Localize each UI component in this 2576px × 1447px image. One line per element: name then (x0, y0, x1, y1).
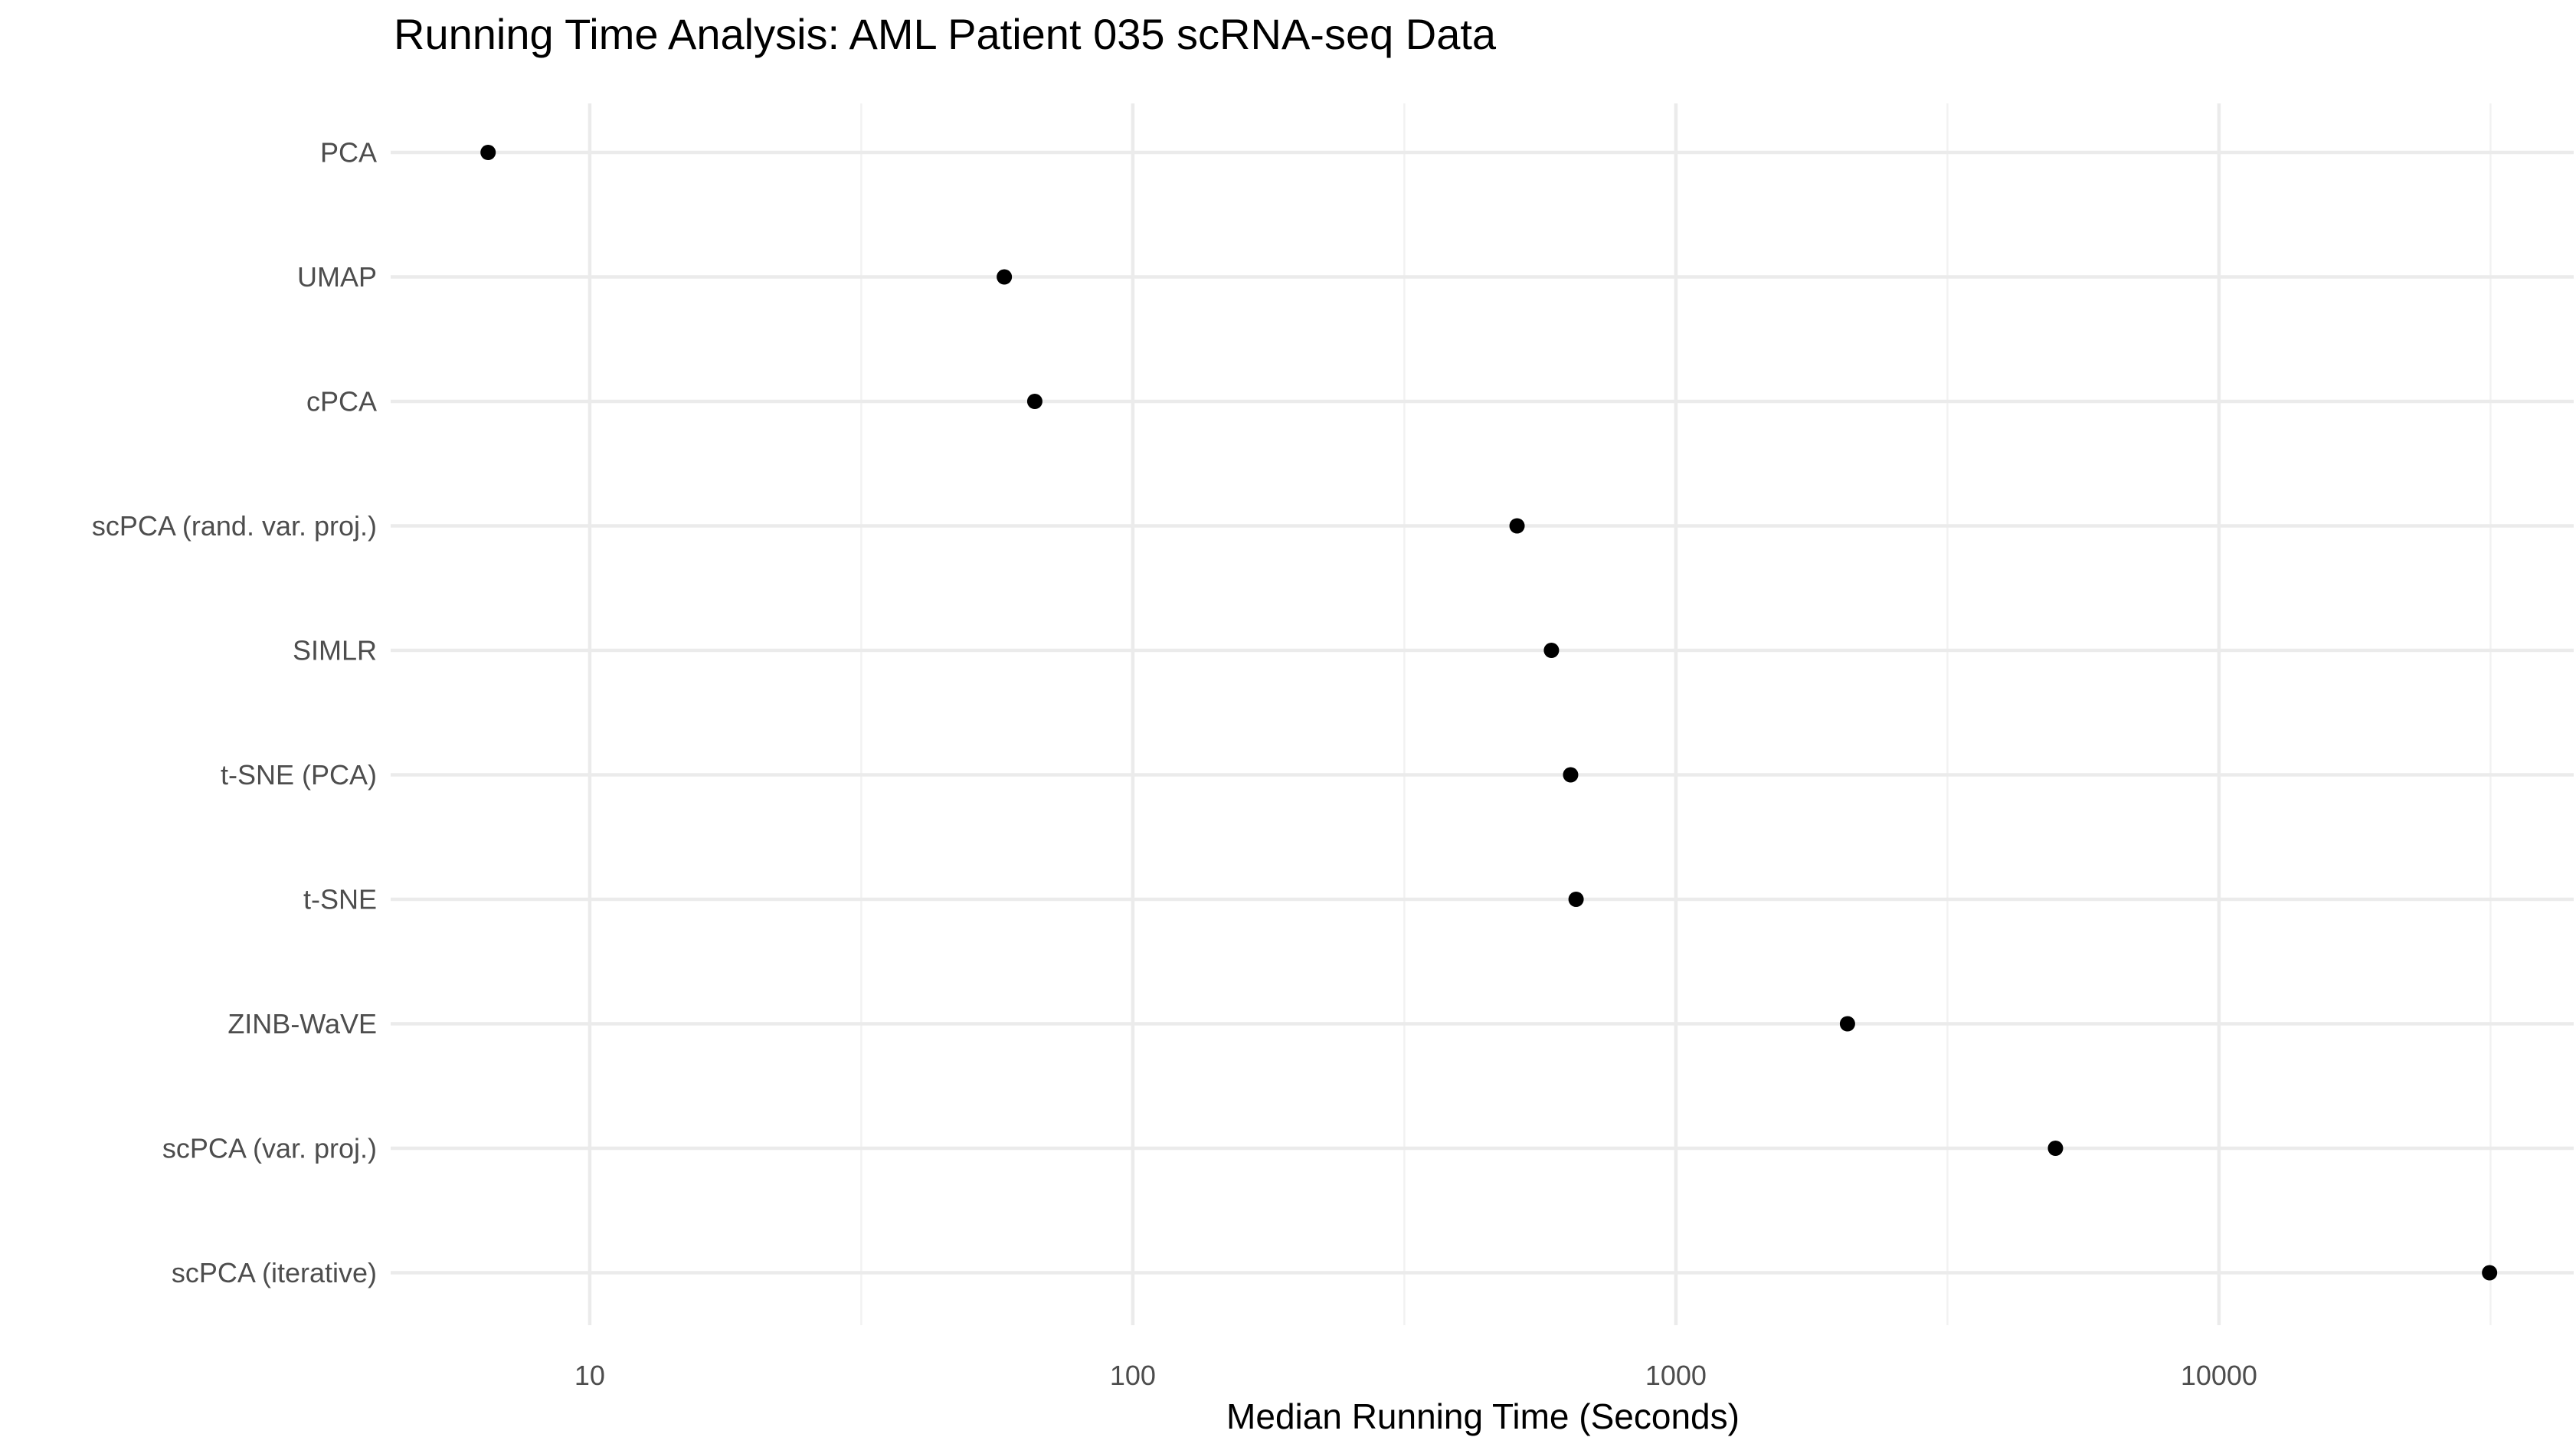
data-point (1839, 1016, 1855, 1032)
data-point (1563, 767, 1579, 783)
data-point (997, 269, 1013, 285)
y-tick-label: UMAP (297, 261, 377, 293)
point-layer (480, 145, 2498, 1281)
x-tick-label: 10 (574, 1360, 605, 1391)
y-tick-label: cPCA (306, 386, 377, 417)
data-point (1026, 394, 1043, 409)
data-point (1509, 518, 1525, 534)
x-tick-label: 10000 (2181, 1360, 2257, 1391)
y-tick-label: scPCA (iterative) (172, 1257, 377, 1288)
x-tick-labels: 10 100 1000 10000 (574, 1360, 2257, 1391)
data-point (2482, 1265, 2498, 1281)
y-tick-label: t-SNE (PCA) (221, 759, 377, 791)
y-tick-labels: PCA UMAP cPCA scPCA (rand. var. proj.) SIMLR… (92, 137, 377, 1289)
data-point (480, 145, 496, 160)
grid-layer (391, 103, 2574, 1325)
x-tick-label: 1000 (1645, 1360, 1707, 1391)
data-point (1543, 643, 1560, 658)
chart-title: Running Time Analysis: AML Patient 035 s… (394, 10, 1497, 58)
y-tick-label: t-SNE (303, 884, 377, 915)
data-point (1568, 892, 1584, 907)
y-tick-label: scPCA (var. proj.) (162, 1133, 377, 1164)
data-point (2047, 1141, 2064, 1156)
y-tick-label: PCA (320, 137, 377, 169)
x-axis-title: Median Running Time (Seconds) (1226, 1396, 1740, 1436)
y-tick-label: ZINB-WaVE (227, 1008, 377, 1039)
x-tick-label: 100 (1110, 1360, 1156, 1391)
y-tick-label: scPCA (rand. var. proj.) (92, 510, 377, 542)
y-tick-label: SIMLR (293, 635, 377, 666)
